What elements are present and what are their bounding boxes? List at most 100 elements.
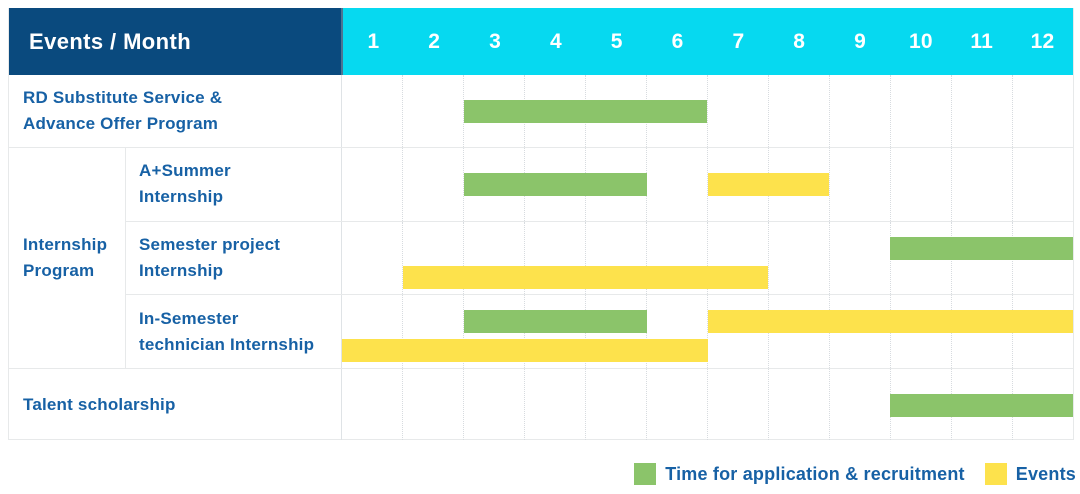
month-grid-column bbox=[646, 369, 707, 440]
month-grid-column bbox=[342, 148, 402, 221]
internship-program-group: Internship Program A+Summer Internship S… bbox=[9, 147, 1073, 369]
row-talent-scholarship: Talent scholarship bbox=[9, 368, 1073, 440]
row-talent-scholarship-label: Talent scholarship bbox=[9, 369, 341, 440]
application-period-bar bbox=[463, 100, 708, 123]
month-grid-column bbox=[890, 75, 951, 147]
month-grid-column bbox=[402, 369, 463, 440]
row-rd-label: RD Substitute Service & Advance Offer Pr… bbox=[9, 75, 341, 147]
month-label: 10 bbox=[908, 29, 933, 53]
row-in-semester-technician: In-Semester technician Internship bbox=[125, 294, 1073, 369]
month-label: 4 bbox=[549, 29, 562, 53]
month-grid-column bbox=[463, 295, 524, 369]
schedule-table: Events / Month 1 2 3 4 5 6 7 8 9 10 11 12 RD Substi… bbox=[8, 8, 1074, 440]
month-grid-column bbox=[342, 369, 402, 440]
application-period-bar bbox=[463, 173, 647, 197]
month-grid-column bbox=[646, 148, 707, 221]
row-semester-project: Semester project Internship bbox=[125, 220, 1073, 295]
legend-item-application: Time for application & recruitment bbox=[634, 463, 965, 485]
month-label: 3 bbox=[489, 29, 502, 53]
month-grid-column bbox=[829, 221, 890, 295]
label-line: Semester project bbox=[139, 235, 281, 254]
month-grid-column bbox=[707, 369, 768, 440]
label-line: In-Semester bbox=[139, 308, 239, 328]
row-rd-chart bbox=[341, 75, 1073, 147]
month-grid-column bbox=[1012, 148, 1073, 221]
month-label: 1 bbox=[367, 29, 380, 53]
label-line: Internship bbox=[139, 261, 224, 280]
events-period-bar bbox=[707, 310, 1073, 334]
label-line: Talent scholarship bbox=[23, 394, 176, 414]
month-grid-column bbox=[463, 221, 524, 295]
month-grid-column bbox=[524, 221, 585, 295]
row-semester-project-chart bbox=[341, 221, 1073, 295]
month-label: 5 bbox=[610, 29, 623, 53]
label-line: Internship bbox=[139, 187, 224, 207]
month-grid-column bbox=[707, 221, 768, 295]
month-grid-column bbox=[829, 148, 890, 221]
label-line: RD Substitute Service & bbox=[23, 88, 223, 107]
month-grid-column bbox=[402, 75, 463, 147]
month-label: 8 bbox=[793, 29, 806, 53]
row-a-plus-summer-chart bbox=[341, 148, 1073, 221]
month-gridlines bbox=[342, 75, 1073, 147]
label-line: technician Internship bbox=[139, 334, 315, 354]
row-talent-scholarship-chart bbox=[341, 369, 1073, 440]
month-grid-column bbox=[951, 148, 1012, 221]
label-line: A+Summer bbox=[139, 161, 231, 181]
events-period-bar bbox=[342, 339, 708, 363]
month-grid-column bbox=[524, 369, 585, 440]
month-grid-column bbox=[585, 221, 646, 295]
month-grid-column bbox=[402, 295, 463, 369]
month-grid-column bbox=[890, 148, 951, 221]
month-grid-column bbox=[768, 75, 829, 147]
month-header: 1 2 3 4 5 6 7 8 9 10 11 12 bbox=[341, 8, 1073, 75]
month-grid-column bbox=[463, 148, 524, 221]
legend-label: Time for application & recruitment bbox=[665, 463, 965, 484]
application-green-swatch-icon bbox=[634, 463, 657, 485]
month-grid-column bbox=[402, 221, 463, 295]
application-period-bar bbox=[890, 393, 1073, 417]
row-a-plus-summer: A+Summer Internship bbox=[125, 148, 1073, 221]
events-yellow-swatch-icon bbox=[984, 463, 1007, 485]
group-label: Internship Program bbox=[9, 148, 125, 368]
label-line: Advance Offer Program bbox=[23, 114, 219, 133]
row-rd-substitute: RD Substitute Service & Advance Offer Pr… bbox=[9, 75, 1073, 147]
month-label: 2 bbox=[428, 29, 441, 53]
group-rows: A+Summer Internship Semester project Int… bbox=[125, 148, 1073, 369]
month-grid-column bbox=[951, 75, 1012, 147]
label-line: Program bbox=[23, 261, 95, 280]
month-grid-column bbox=[463, 75, 524, 147]
month-label: 12 bbox=[1030, 29, 1055, 53]
month-grid-column bbox=[768, 369, 829, 440]
month-grid-column bbox=[585, 369, 646, 440]
month-label: 7 bbox=[732, 29, 745, 53]
table-header-row: Events / Month 1 2 3 4 5 6 7 8 9 10 11 12 bbox=[9, 8, 1073, 75]
month-label: 9 bbox=[854, 29, 866, 53]
events-period-bar bbox=[402, 265, 769, 289]
month-grid-column bbox=[342, 222, 402, 295]
month-grid-column bbox=[342, 75, 402, 147]
month-grid-column bbox=[402, 148, 463, 221]
events-period-bar bbox=[707, 173, 830, 197]
month-grid-column bbox=[707, 75, 768, 147]
row-semester-project-label: Semester project Internship bbox=[125, 221, 341, 295]
row-in-semester-technician-label: In-Semester technician Internship bbox=[125, 295, 341, 369]
month-grid-column bbox=[1012, 75, 1073, 147]
month-grid-column bbox=[463, 369, 524, 440]
month-grid-column bbox=[768, 221, 829, 295]
month-grid-column bbox=[646, 221, 707, 295]
month-label: 6 bbox=[671, 29, 684, 53]
month-grid-column bbox=[829, 75, 890, 147]
month-label: 11 bbox=[970, 29, 993, 53]
events-month-header-cell: Events / Month bbox=[9, 8, 341, 75]
application-period-bar bbox=[463, 310, 647, 334]
corner-label: Events / Month bbox=[29, 28, 192, 54]
label-line: Internship bbox=[23, 235, 108, 254]
legend-item-events: Events bbox=[984, 463, 1076, 485]
row-a-plus-summer-label: A+Summer Internship bbox=[125, 148, 341, 221]
row-in-semester-technician-chart bbox=[341, 295, 1073, 369]
application-period-bar bbox=[890, 236, 1073, 260]
legend: Time for application & recruitment Event… bbox=[634, 460, 1076, 488]
month-grid-column bbox=[829, 369, 890, 440]
